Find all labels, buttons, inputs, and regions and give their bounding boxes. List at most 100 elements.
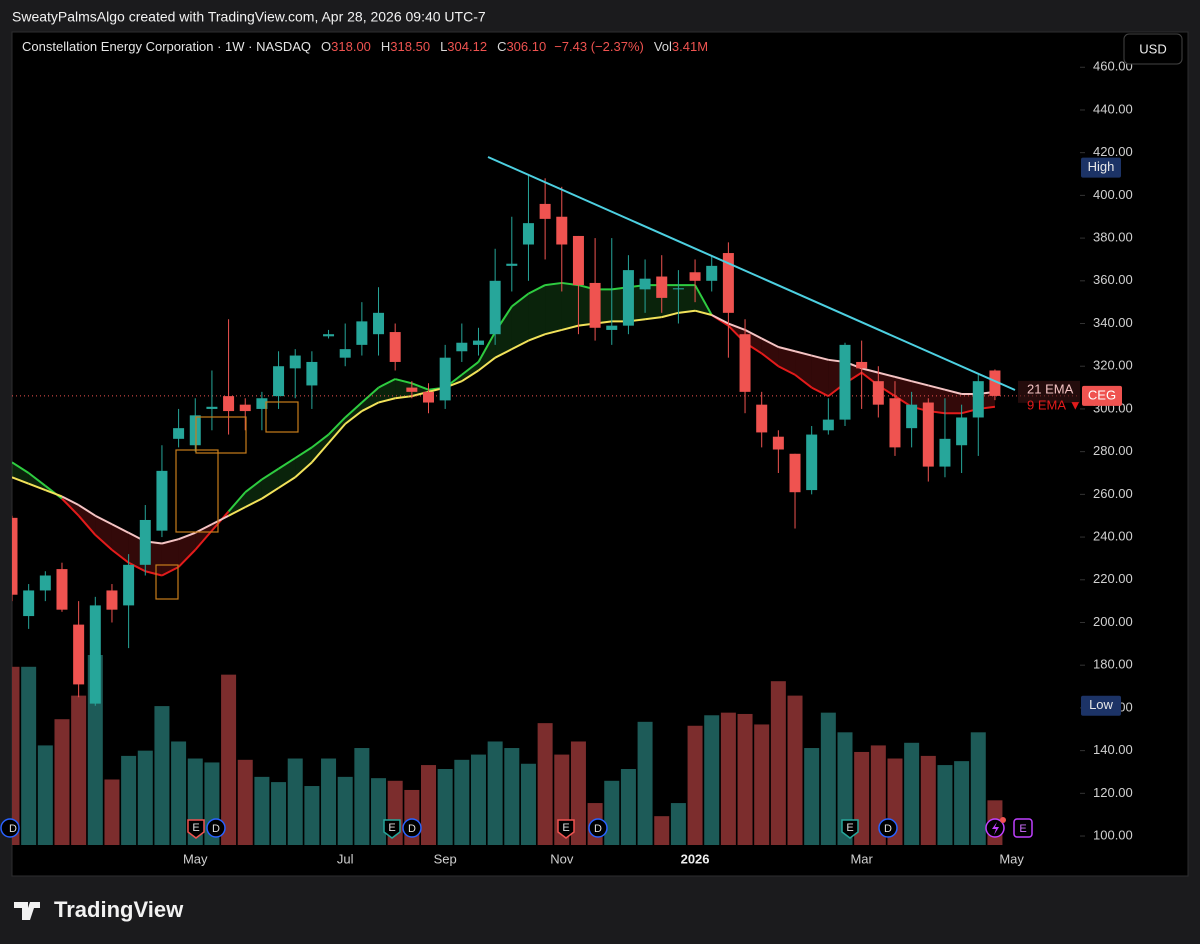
ema-segment [227,491,246,513]
ema-segment [61,497,80,517]
volume-bar [221,674,237,845]
ema-segment [294,446,313,459]
candle-body [472,340,484,345]
zone-box [265,401,299,433]
ema-segment [778,346,796,353]
candle-body [56,569,68,610]
ema-segment [344,410,363,425]
volume-bar [820,712,836,845]
volume-bar [487,741,503,845]
footer-logo: TradingView [14,897,184,922]
candle-body [822,419,834,431]
candle-body [572,235,584,286]
volume-bar [787,695,803,845]
ema-segment [511,292,530,308]
event-letter: D [9,823,17,835]
ema-segment [861,367,879,374]
x-tick-label: Mar [850,851,873,866]
legend-key: L [440,39,447,54]
candle-body [922,402,934,467]
symbol-box [1082,385,1122,406]
candle-body [89,605,101,704]
volume-bar [687,725,703,845]
candle-body [306,361,318,386]
ema-segment [28,472,46,487]
ema-segment [211,514,230,526]
ema-segment [28,482,46,492]
ema-segment [327,423,346,444]
ema-segment [395,395,412,400]
trend-line [487,156,1016,391]
candle-body [772,436,784,450]
candle-body [756,404,768,433]
range-label-box [1081,157,1121,178]
ema-segment [344,401,363,419]
volume-bar [354,748,370,845]
ema-cloud [278,458,296,488]
zone-box [175,449,219,533]
ema-segment [61,495,80,506]
volume-bar [970,732,986,845]
volume-bar [954,761,970,845]
range-label-box [1081,695,1121,716]
ema-cloud [378,379,396,403]
event-icons: D E D E D E D E D E [0,817,1033,839]
dividend-icon [206,818,226,838]
volume-bar [137,750,153,845]
candle-body [622,270,634,326]
ema-cloud [511,293,529,350]
ema-segment [711,314,729,325]
ema-segment [194,530,213,551]
candle-body [989,370,1001,396]
candle-body [906,404,918,429]
x-tick-label: May [999,851,1024,866]
legend-name: Constellation Energy Corporation · 1W · … [22,39,311,54]
ema-segment [327,416,346,436]
candle-body [406,387,418,392]
volume-bar [920,755,936,845]
ema-segment [261,487,280,500]
ema-segment [244,478,263,494]
candle-body [39,575,51,591]
currency-button[interactable] [1123,33,1183,65]
ema-cloud [878,372,895,397]
candle-body [123,564,135,606]
volume-bar [304,786,320,845]
volume-bar [104,779,120,845]
candle-body [423,391,434,403]
range-label: High [1088,159,1115,174]
ema-segment [394,378,413,385]
x-tick-label: 2026 [681,851,710,866]
y-tick-label: 260.00 [1093,486,1133,501]
volume-bar [271,782,287,845]
ema-segment [694,309,712,316]
candle-body [139,519,151,565]
ema-segment [811,386,829,398]
ema-segment [678,309,696,314]
ema-cloud [795,351,812,388]
candle-body [273,366,285,397]
ema-segment [411,382,429,391]
ema-segment [894,375,912,383]
x-tick-label: Jul [337,851,354,866]
legend-value: 318.50 [390,39,430,54]
volume-bar [770,681,786,845]
legend-value: 318.00 [331,39,371,54]
y-tick-label: 220.00 [1093,571,1133,586]
candle-body [789,453,801,493]
symbol-label: CEG [1088,387,1116,402]
volume-bar [754,724,770,845]
ema-segment [811,354,829,361]
currency-label[interactable]: USD [1139,41,1166,56]
legend-key: C [497,39,506,54]
ema-segment [761,337,779,348]
ema-cloud [478,332,496,371]
event-letter: E [562,822,569,834]
volume-bar [21,666,37,845]
ema-label-box [1018,380,1080,403]
split-glyph [992,822,999,835]
candle-body [506,263,518,266]
ema-segment [178,531,196,541]
ema-cloud [195,524,212,550]
candle-body [373,312,385,335]
